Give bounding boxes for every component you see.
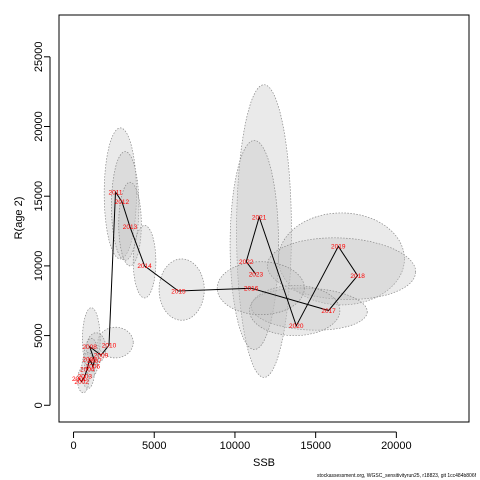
uncertainty-ellipse-12 (132, 225, 157, 299)
axes: 0 5000 10000 15000 20000 0 5000 10000 15000 20000… (33, 42, 412, 452)
uncertainty-ellipse-6 (249, 285, 341, 336)
point-label-2005: 2005 (82, 357, 97, 364)
uncertainty-ellipse-2 (229, 140, 279, 350)
uncertainty-ellipse-3 (278, 212, 405, 306)
uncertainty-ellipse-14 (82, 307, 101, 373)
point-label-2015: 2015 (171, 288, 186, 295)
point-label-2004: 2004 (80, 366, 95, 373)
point-label-2023: 2023 (249, 272, 264, 279)
x-tick-label-5000: 5000 (142, 440, 166, 452)
point-label-2012: 2012 (115, 199, 130, 206)
point-label-2020: 2020 (289, 323, 304, 330)
y-tick-label-15000: 15000 (33, 181, 45, 212)
y-tick-label-25000: 25000 (33, 42, 45, 73)
point-label-2014: 2014 (137, 263, 152, 270)
point-label-2003: 2003 (78, 373, 93, 380)
x-tick-label-20000: 20000 (381, 440, 412, 452)
x-axis-title: SSB (253, 457, 275, 469)
point-label-2007: 2007 (87, 358, 102, 365)
point-label-2008: 2008 (82, 344, 97, 351)
trajectory-line (78, 190, 359, 383)
x-tick-label-10000: 10000 (220, 440, 251, 452)
uncertainty-ellipse-8 (158, 258, 205, 321)
point-label-2022: 2022 (239, 259, 254, 266)
point-label-2019: 2019 (331, 244, 346, 251)
uncertainty-ellipse-11 (118, 181, 142, 267)
y-axis-title: R(age 2) (13, 197, 25, 240)
y-tick-label-10000: 10000 (33, 251, 45, 282)
point-label-2018: 2018 (350, 273, 365, 280)
point-label-2016: 2016 (244, 285, 259, 292)
point-label-2009: 2009 (94, 352, 109, 359)
uncertainty-ellipse-17 (81, 351, 95, 389)
point-label-2001: 2001 (72, 376, 87, 383)
point-label-2002: 2002 (74, 379, 89, 386)
point-label-2011: 2011 (109, 189, 123, 196)
point-label-2013: 2013 (123, 224, 138, 231)
trajectory (78, 190, 359, 383)
uncertainty-ellipse-15 (86, 332, 107, 364)
point-label-2010: 2010 (102, 343, 117, 350)
uncertainty-ellipse-7 (216, 261, 305, 316)
point-label-2021: 2021 (252, 214, 267, 221)
uncertainty-ellipse-13 (97, 326, 134, 359)
footer-note: stockassessment.org, WGSC_sensitivityrun… (317, 473, 477, 479)
plot-frame (58, 14, 470, 423)
y-tick-label-5000: 5000 (33, 323, 45, 347)
point-label-2006: 2006 (86, 364, 101, 371)
y-tick-label-20000: 20000 (33, 111, 45, 142)
uncertainty-ellipse-4 (266, 237, 417, 300)
x-tick-label-0: 0 (70, 440, 76, 452)
x-tick-label-15000: 15000 (300, 440, 331, 452)
y-tick-label-0: 0 (33, 402, 45, 408)
point-label-2017: 2017 (321, 308, 336, 315)
